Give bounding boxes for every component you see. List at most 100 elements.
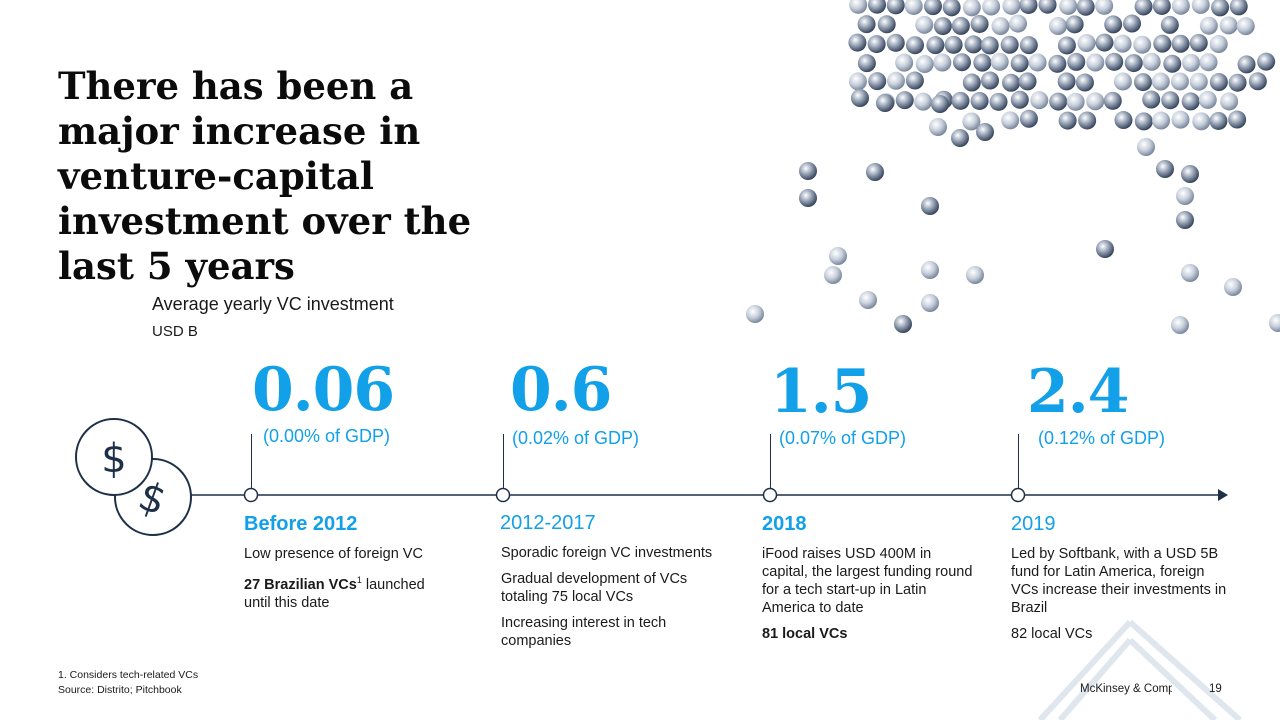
sphere xyxy=(1086,92,1105,111)
sphere xyxy=(1059,0,1078,15)
sphere xyxy=(1171,316,1189,334)
sphere xyxy=(1237,55,1256,74)
sphere xyxy=(1075,73,1094,92)
timeline-axis xyxy=(190,487,1228,503)
sphere xyxy=(1181,264,1199,282)
sphere xyxy=(1002,73,1021,92)
sphere xyxy=(1199,53,1218,72)
sphere xyxy=(951,91,970,110)
sphere xyxy=(905,71,924,90)
milestone-gdp: (0.00% of GDP) xyxy=(263,426,391,446)
sphere xyxy=(921,261,939,279)
sphere xyxy=(1065,15,1084,34)
sphere xyxy=(1122,14,1141,33)
sphere xyxy=(1161,91,1180,110)
sphere xyxy=(1209,111,1228,130)
sphere xyxy=(1219,16,1238,35)
milestone-connector xyxy=(251,434,252,488)
milestone-period: Before 2012 xyxy=(244,513,358,535)
brand-name: McKinsey & Company xyxy=(1080,683,1172,695)
milestone-value: 1.5 xyxy=(770,357,872,427)
sphere xyxy=(989,92,1008,111)
sphere xyxy=(1000,35,1019,54)
description-line: Low presence of foreign VC xyxy=(244,546,423,562)
chart-unit: USD B xyxy=(152,323,198,340)
sphere xyxy=(1160,15,1179,34)
milestone-gdp: (0.12% of GDP) xyxy=(1038,428,1166,448)
description-line: Led by Softbank, with a USD 5B fund for … xyxy=(1011,546,1227,616)
sphere xyxy=(1048,17,1067,36)
sphere xyxy=(1209,35,1228,54)
dollar-coins-icon: $ $ xyxy=(75,418,192,536)
sphere xyxy=(895,53,914,72)
sphere xyxy=(934,90,953,109)
sphere xyxy=(1018,72,1037,91)
sphere xyxy=(1076,0,1095,16)
sphere xyxy=(1001,111,1020,130)
sphere xyxy=(877,15,896,34)
sphere xyxy=(799,162,817,180)
milestone-value: 0.6 xyxy=(510,355,612,425)
sphere xyxy=(966,266,984,284)
sphere xyxy=(1078,111,1097,130)
sphere xyxy=(1248,72,1267,91)
sphere xyxy=(894,315,912,333)
sphere xyxy=(886,33,905,52)
sphere xyxy=(1182,53,1201,72)
sphere xyxy=(1199,16,1218,35)
sphere xyxy=(851,89,869,107)
description-line: iFood raises USD 400M in capital, the la… xyxy=(762,546,973,616)
sphere xyxy=(1113,72,1132,91)
sphere xyxy=(857,15,876,34)
sphere xyxy=(1114,111,1133,130)
sphere xyxy=(859,291,877,309)
chart-title: Average yearly VC investment xyxy=(152,294,394,314)
sphere xyxy=(876,94,894,112)
description-line: 27 Brazilian VCs1 launched until this da… xyxy=(244,571,444,612)
sphere xyxy=(1220,92,1239,111)
sphere xyxy=(1198,90,1217,109)
sphere xyxy=(1181,165,1199,183)
sphere xyxy=(829,247,847,265)
milestone-gdp: (0.02% of GDP) xyxy=(512,428,640,448)
sphere xyxy=(1019,109,1038,128)
footnote: 1. Considers tech-related VCs Source: Di… xyxy=(58,668,198,698)
sphere xyxy=(876,93,895,112)
sphere xyxy=(1066,92,1085,111)
description-bold: 27 Brazilian VCs xyxy=(244,576,357,593)
sphere xyxy=(1142,52,1161,71)
sphere xyxy=(1030,91,1049,110)
sphere xyxy=(1134,0,1153,16)
sphere xyxy=(944,35,963,54)
sphere xyxy=(933,17,952,36)
sphere xyxy=(951,129,969,147)
milestone-period: 2019 xyxy=(1011,513,1056,535)
sphere xyxy=(886,71,905,90)
sphere xyxy=(1171,34,1190,53)
sphere xyxy=(857,54,876,73)
sphere xyxy=(976,123,994,141)
sphere xyxy=(1105,52,1124,71)
sphere xyxy=(921,197,939,215)
sphere xyxy=(1142,90,1161,109)
sphere xyxy=(970,14,989,33)
sphere xyxy=(1189,72,1208,91)
sphere xyxy=(1067,52,1086,71)
sphere xyxy=(990,52,1009,71)
sphere xyxy=(1170,72,1189,91)
sphere xyxy=(1209,73,1228,92)
sphere xyxy=(1171,110,1190,129)
milestone-connector xyxy=(770,434,771,488)
sphere xyxy=(991,17,1010,36)
sphere xyxy=(1104,15,1123,34)
sphere xyxy=(952,53,971,72)
sphere xyxy=(868,72,887,91)
sphere xyxy=(933,53,952,72)
sphere xyxy=(1095,0,1114,15)
sphere xyxy=(1269,314,1280,332)
sphere xyxy=(921,294,939,312)
sphere xyxy=(1133,35,1152,54)
sphere xyxy=(1133,73,1152,92)
sphere xyxy=(962,73,981,92)
sphere xyxy=(1176,187,1194,205)
